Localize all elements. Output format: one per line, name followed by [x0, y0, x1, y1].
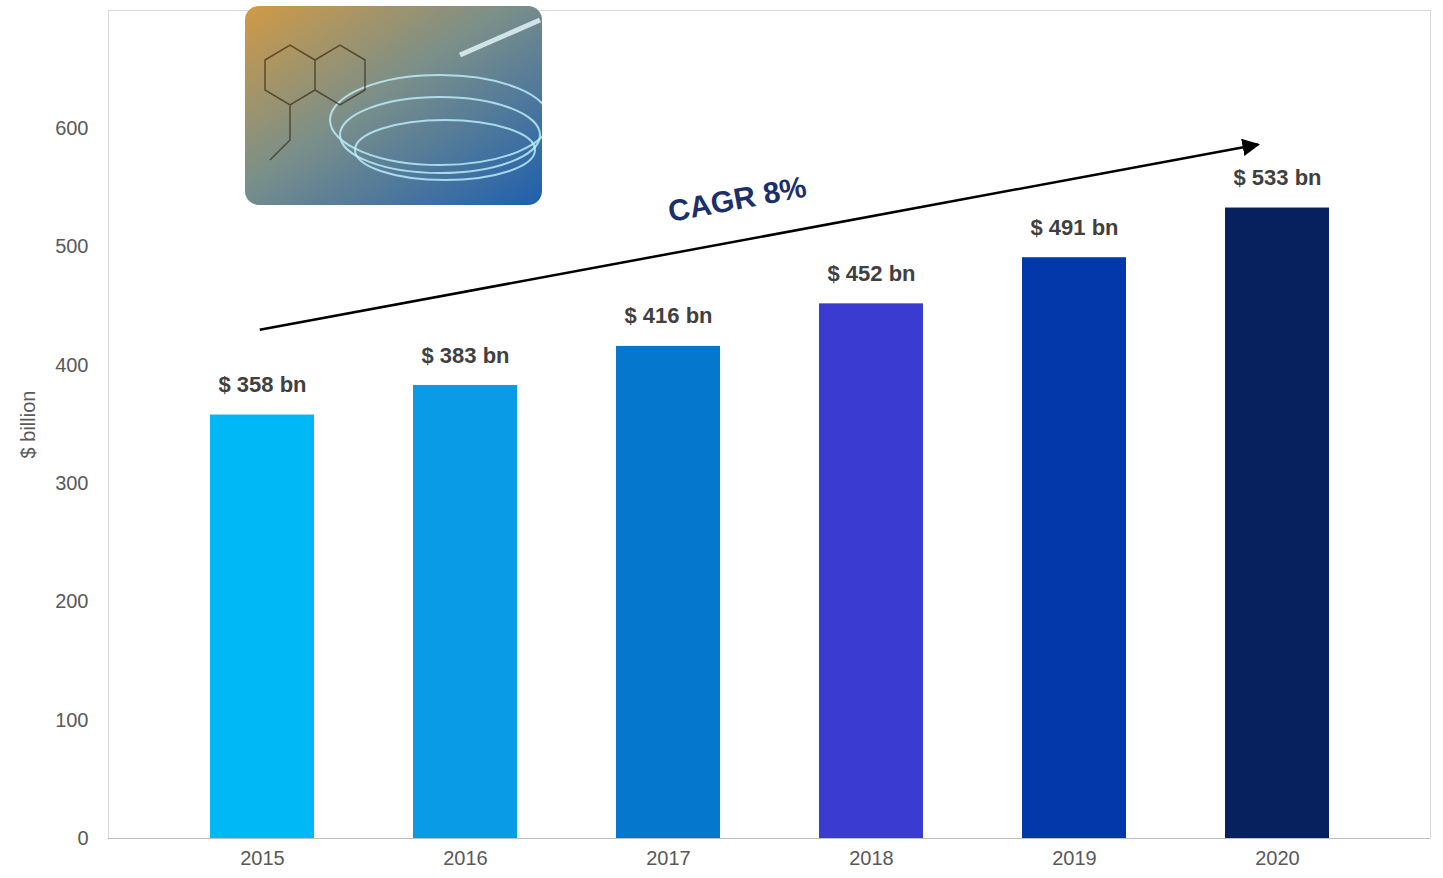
svg-text:600: 600: [55, 117, 88, 139]
svg-text:500: 500: [55, 235, 88, 257]
svg-text:2020: 2020: [1255, 847, 1300, 869]
svg-text:$ 491 bn: $ 491 bn: [1030, 215, 1118, 240]
svg-text:2016: 2016: [443, 847, 488, 869]
svg-text:2018: 2018: [849, 847, 894, 869]
svg-text:2019: 2019: [1052, 847, 1097, 869]
svg-text:$ 452 bn: $ 452 bn: [827, 261, 915, 286]
svg-text:$ 416 bn: $ 416 bn: [624, 303, 712, 328]
svg-text:$ billion: $ billion: [17, 391, 39, 459]
svg-text:0: 0: [77, 827, 88, 849]
svg-text:$ 533 bn: $ 533 bn: [1233, 165, 1321, 190]
svg-text:2017: 2017: [646, 847, 691, 869]
svg-text:$ 358 bn: $ 358 bn: [218, 372, 306, 397]
svg-text:CAGR 8%: CAGR 8%: [665, 170, 809, 228]
svg-text:2015: 2015: [240, 847, 285, 869]
svg-text:400: 400: [55, 354, 88, 376]
svg-text:200: 200: [55, 590, 88, 612]
svg-text:100: 100: [55, 709, 88, 731]
svg-text:$ 383 bn: $ 383 bn: [421, 343, 509, 368]
svg-text:300: 300: [55, 472, 88, 494]
